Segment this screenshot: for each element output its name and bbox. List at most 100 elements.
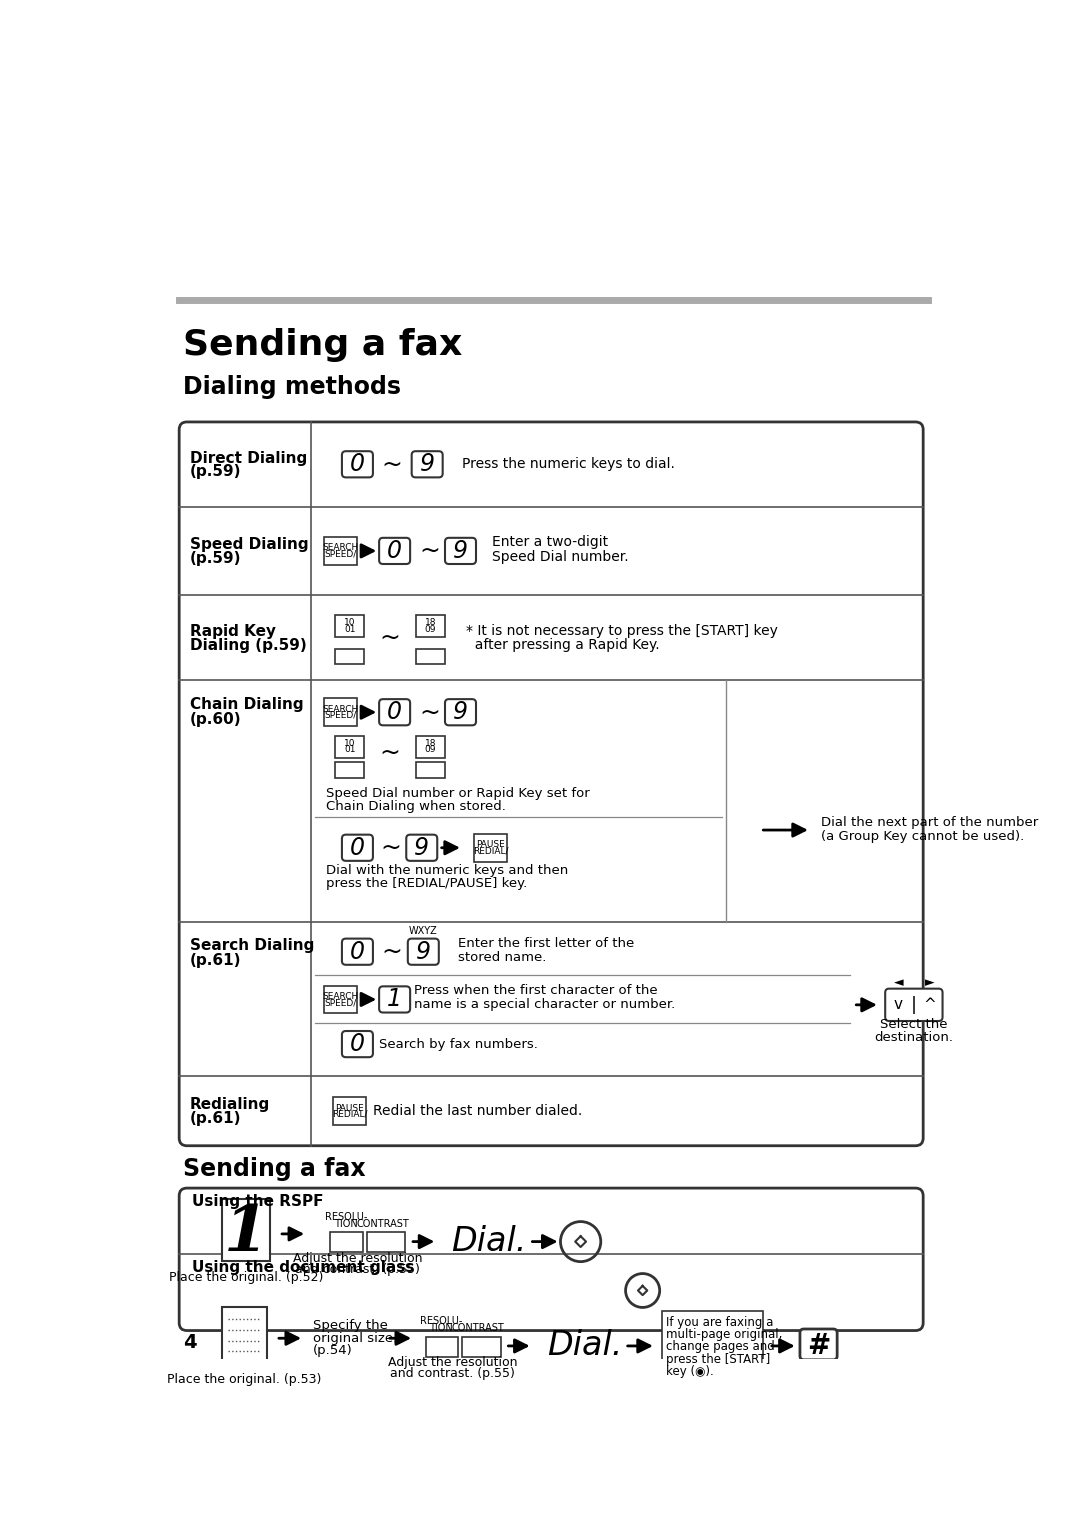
Text: RESOLU-: RESOLU- bbox=[325, 1212, 367, 1222]
Bar bbox=[335, 762, 364, 777]
Text: 10: 10 bbox=[343, 739, 355, 748]
FancyBboxPatch shape bbox=[342, 835, 373, 861]
Text: ~: ~ bbox=[381, 939, 402, 964]
Text: ~: ~ bbox=[419, 701, 440, 724]
Text: press the [START]: press the [START] bbox=[666, 1353, 770, 1365]
Text: Specify the: Specify the bbox=[313, 1319, 388, 1333]
FancyBboxPatch shape bbox=[179, 1188, 923, 1330]
Text: (p.61): (p.61) bbox=[190, 1112, 242, 1127]
Bar bbox=[324, 538, 356, 565]
FancyBboxPatch shape bbox=[408, 939, 438, 965]
Text: Press the numeric keys to dial.: Press the numeric keys to dial. bbox=[462, 457, 675, 472]
FancyBboxPatch shape bbox=[342, 450, 373, 478]
Bar bbox=[416, 736, 445, 757]
Text: 0: 0 bbox=[350, 939, 365, 964]
Text: Dial.: Dial. bbox=[546, 1330, 622, 1362]
Text: ~: ~ bbox=[419, 539, 440, 563]
Bar bbox=[416, 615, 445, 637]
Text: 0: 0 bbox=[387, 539, 402, 563]
Text: SPEED/: SPEED/ bbox=[324, 550, 356, 559]
FancyBboxPatch shape bbox=[179, 421, 923, 1145]
Text: stored name.: stored name. bbox=[458, 951, 546, 964]
Text: multi-page original,: multi-page original, bbox=[666, 1328, 782, 1341]
Text: (p.54): (p.54) bbox=[313, 1344, 353, 1358]
Bar bbox=[221, 1199, 270, 1261]
Text: ~: ~ bbox=[380, 835, 401, 860]
Text: 1: 1 bbox=[387, 988, 402, 1011]
Text: ~: ~ bbox=[379, 741, 401, 765]
Text: destination.: destination. bbox=[875, 1031, 954, 1043]
Text: change pages and: change pages and bbox=[666, 1341, 774, 1353]
Text: SPEED/: SPEED/ bbox=[324, 999, 356, 1006]
Bar bbox=[330, 1232, 363, 1252]
FancyBboxPatch shape bbox=[445, 538, 476, 563]
Text: Place the original. (p.53): Place the original. (p.53) bbox=[167, 1373, 322, 1387]
FancyBboxPatch shape bbox=[379, 699, 410, 725]
Text: Sending a fax: Sending a fax bbox=[183, 1157, 366, 1180]
Text: and contrast. (p.55): and contrast. (p.55) bbox=[295, 1263, 420, 1277]
Text: (p.60): (p.60) bbox=[190, 713, 242, 727]
Text: 0: 0 bbox=[350, 1032, 365, 1057]
Text: 09: 09 bbox=[424, 625, 436, 634]
Bar bbox=[416, 762, 445, 777]
Text: 0: 0 bbox=[350, 835, 365, 860]
Text: 01: 01 bbox=[343, 745, 355, 754]
Text: Press when the first character of the: Press when the first character of the bbox=[414, 985, 658, 997]
Text: Search by fax numbers.: Search by fax numbers. bbox=[379, 1038, 538, 1051]
Text: CONTRAST: CONTRAST bbox=[356, 1219, 409, 1229]
Text: |: | bbox=[910, 996, 917, 1014]
Text: 01: 01 bbox=[343, 625, 355, 634]
Text: Speed Dial number.: Speed Dial number. bbox=[491, 550, 629, 563]
FancyBboxPatch shape bbox=[411, 450, 443, 478]
Text: SEARCH: SEARCH bbox=[322, 544, 359, 553]
Text: Enter the first letter of the: Enter the first letter of the bbox=[458, 936, 634, 950]
Text: key (◉).: key (◉). bbox=[666, 1365, 714, 1377]
Text: REDIAL/: REDIAL/ bbox=[332, 1110, 367, 1119]
Text: press the [REDIAL/PAUSE] key.: press the [REDIAL/PAUSE] key. bbox=[326, 878, 528, 890]
Bar bbox=[426, 1336, 458, 1356]
Bar bbox=[324, 698, 356, 727]
Text: #: # bbox=[807, 1332, 831, 1361]
Text: Dialing (p.59): Dialing (p.59) bbox=[190, 638, 307, 652]
Text: Enter a two-digit: Enter a two-digit bbox=[491, 536, 608, 550]
Text: Using the document glass: Using the document glass bbox=[191, 1260, 414, 1275]
Bar bbox=[474, 834, 507, 861]
Text: Direct Dialing: Direct Dialing bbox=[190, 450, 308, 466]
Text: Dial with the numeric keys and then: Dial with the numeric keys and then bbox=[326, 864, 569, 878]
Text: REDIAL/: REDIAL/ bbox=[473, 846, 509, 855]
FancyBboxPatch shape bbox=[406, 835, 437, 861]
Text: 0: 0 bbox=[387, 701, 402, 724]
Text: 9: 9 bbox=[416, 939, 431, 964]
Text: * It is not necessary to press the [START] key: * It is not necessary to press the [STAR… bbox=[465, 623, 778, 638]
FancyBboxPatch shape bbox=[800, 1328, 837, 1361]
Text: v: v bbox=[894, 997, 903, 1012]
Text: Speed Dialing: Speed Dialing bbox=[190, 538, 309, 553]
Text: CONTRAST: CONTRAST bbox=[451, 1324, 504, 1333]
Bar bbox=[335, 615, 364, 637]
Text: Using the RSPF: Using the RSPF bbox=[191, 1194, 323, 1209]
FancyBboxPatch shape bbox=[342, 939, 373, 965]
Bar bbox=[416, 649, 445, 664]
Text: (p.59): (p.59) bbox=[190, 551, 242, 567]
Text: Select the: Select the bbox=[880, 1019, 947, 1031]
Text: 9: 9 bbox=[453, 539, 468, 563]
Bar bbox=[367, 1232, 405, 1252]
FancyBboxPatch shape bbox=[886, 988, 943, 1022]
Bar bbox=[324, 985, 356, 1014]
Text: PAUSE: PAUSE bbox=[335, 1104, 364, 1113]
Text: SPEED/: SPEED/ bbox=[324, 710, 356, 719]
Text: Place the original. (p.52): Place the original. (p.52) bbox=[168, 1270, 323, 1284]
Text: Adjust the resolution: Adjust the resolution bbox=[388, 1356, 517, 1370]
Text: 4: 4 bbox=[183, 1333, 197, 1351]
FancyBboxPatch shape bbox=[445, 699, 476, 725]
Text: name is a special character or number.: name is a special character or number. bbox=[414, 999, 675, 1011]
Text: Redialing: Redialing bbox=[190, 1098, 270, 1113]
Bar bbox=[662, 1312, 762, 1380]
Text: ◄: ◄ bbox=[893, 976, 903, 989]
Text: TION: TION bbox=[334, 1219, 357, 1229]
Text: and contrast. (p.55): and contrast. (p.55) bbox=[390, 1367, 515, 1380]
Text: ~: ~ bbox=[382, 452, 403, 476]
Text: Chain Dialing: Chain Dialing bbox=[190, 696, 303, 712]
Text: Dial the next part of the number: Dial the next part of the number bbox=[821, 815, 1038, 829]
Text: 9: 9 bbox=[420, 452, 434, 476]
